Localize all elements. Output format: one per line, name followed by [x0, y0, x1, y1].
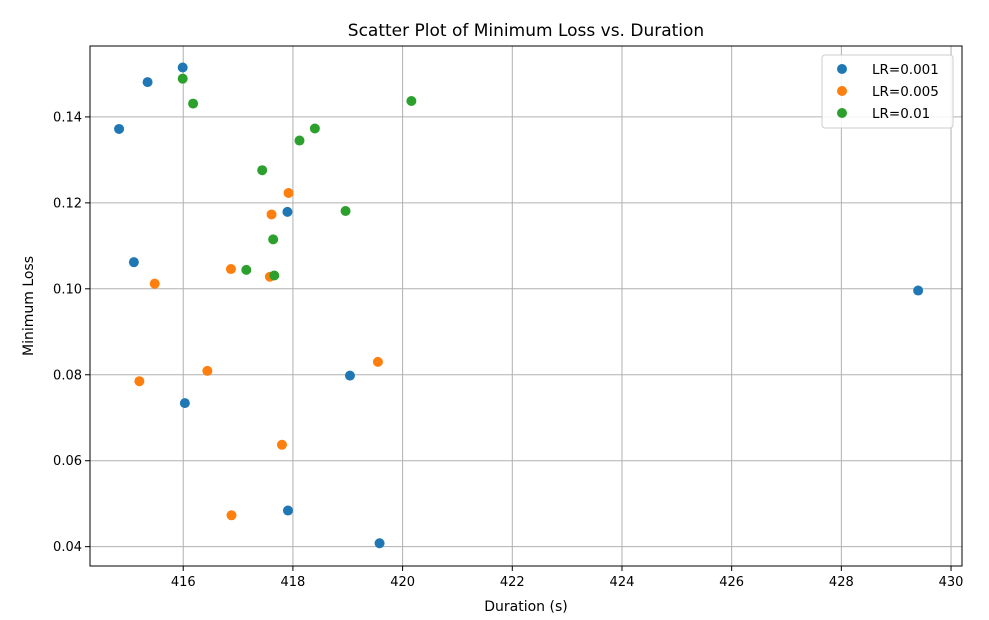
x-tick-label: 430 — [939, 575, 964, 590]
scatter-point — [309, 123, 320, 134]
scatter-point — [257, 165, 268, 176]
scatter-point — [276, 439, 287, 450]
y-tick-label: 0.08 — [53, 368, 82, 383]
chart-title: Scatter Plot of Minimum Loss vs. Duratio… — [348, 21, 704, 41]
x-axis-ticks: 416 418 420 422 424 426 428 430 — [171, 566, 964, 590]
legend-label: LR=0.01 — [872, 106, 930, 122]
scatter-point — [202, 365, 213, 376]
x-tick-label: 416 — [171, 575, 196, 590]
scatter-point — [128, 257, 139, 268]
data-points — [114, 62, 924, 549]
x-tick-label: 420 — [390, 575, 415, 590]
legend-marker — [837, 86, 847, 96]
scatter-point — [177, 62, 188, 73]
y-tick-label: 0.04 — [53, 540, 82, 555]
scatter-point — [282, 206, 293, 217]
y-tick-label: 0.12 — [53, 196, 82, 211]
scatter-point — [241, 264, 252, 275]
scatter-point — [179, 398, 190, 409]
legend: LR=0.001 LR=0.005 LR=0.01 — [821, 54, 954, 129]
scatter-point — [266, 209, 277, 220]
plot-frame — [89, 45, 963, 567]
scatter-point — [340, 206, 351, 217]
legend-label: LR=0.005 — [872, 84, 939, 100]
y-tick-label: 0.06 — [53, 454, 82, 469]
legend-box — [821, 54, 954, 129]
legend-label: LR=0.001 — [872, 62, 939, 78]
x-tick-label: 418 — [281, 575, 306, 590]
scatter-point — [114, 123, 125, 134]
x-tick-label: 422 — [500, 575, 525, 590]
y-axis-ticks: 0.04 0.06 0.08 0.10 0.12 0.14 — [53, 110, 90, 555]
scatter-point — [188, 98, 199, 109]
scatter-point — [134, 376, 145, 387]
scatter-point — [225, 264, 236, 275]
x-tick-label: 424 — [610, 575, 635, 590]
scatter-point — [282, 505, 293, 516]
scatter-point — [372, 356, 383, 367]
scatter-point — [374, 538, 385, 549]
scatter-point — [149, 278, 160, 289]
y-axis-label: Minimum Loss — [21, 256, 37, 356]
x-tick-label: 428 — [829, 575, 854, 590]
scatter-point — [294, 135, 305, 146]
scatter-point — [283, 187, 294, 198]
y-tick-label: 0.14 — [53, 110, 82, 125]
scatter-point — [226, 510, 237, 521]
scatter-point — [142, 77, 153, 88]
scatter-point — [269, 270, 280, 281]
legend-marker — [837, 64, 847, 74]
scatter-point — [406, 96, 417, 107]
scatter-point — [913, 285, 924, 296]
legend-marker — [837, 108, 847, 118]
scatter-point — [177, 73, 188, 84]
x-axis-label: Duration (s) — [484, 599, 567, 615]
scatter-point — [344, 370, 355, 381]
y-tick-label: 0.10 — [53, 282, 82, 297]
x-tick-label: 426 — [719, 575, 744, 590]
grid — [90, 46, 962, 566]
scatter-point — [268, 234, 279, 245]
